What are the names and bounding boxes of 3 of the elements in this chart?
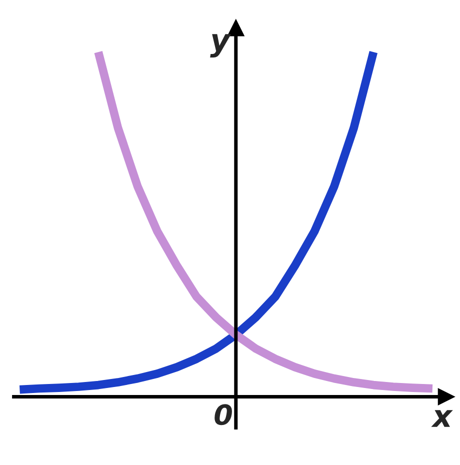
text: 0 xyxy=(214,404,232,426)
x-axis-title: x xyxy=(431,410,453,427)
y-axis-title: y xyxy=(210,34,232,58)
